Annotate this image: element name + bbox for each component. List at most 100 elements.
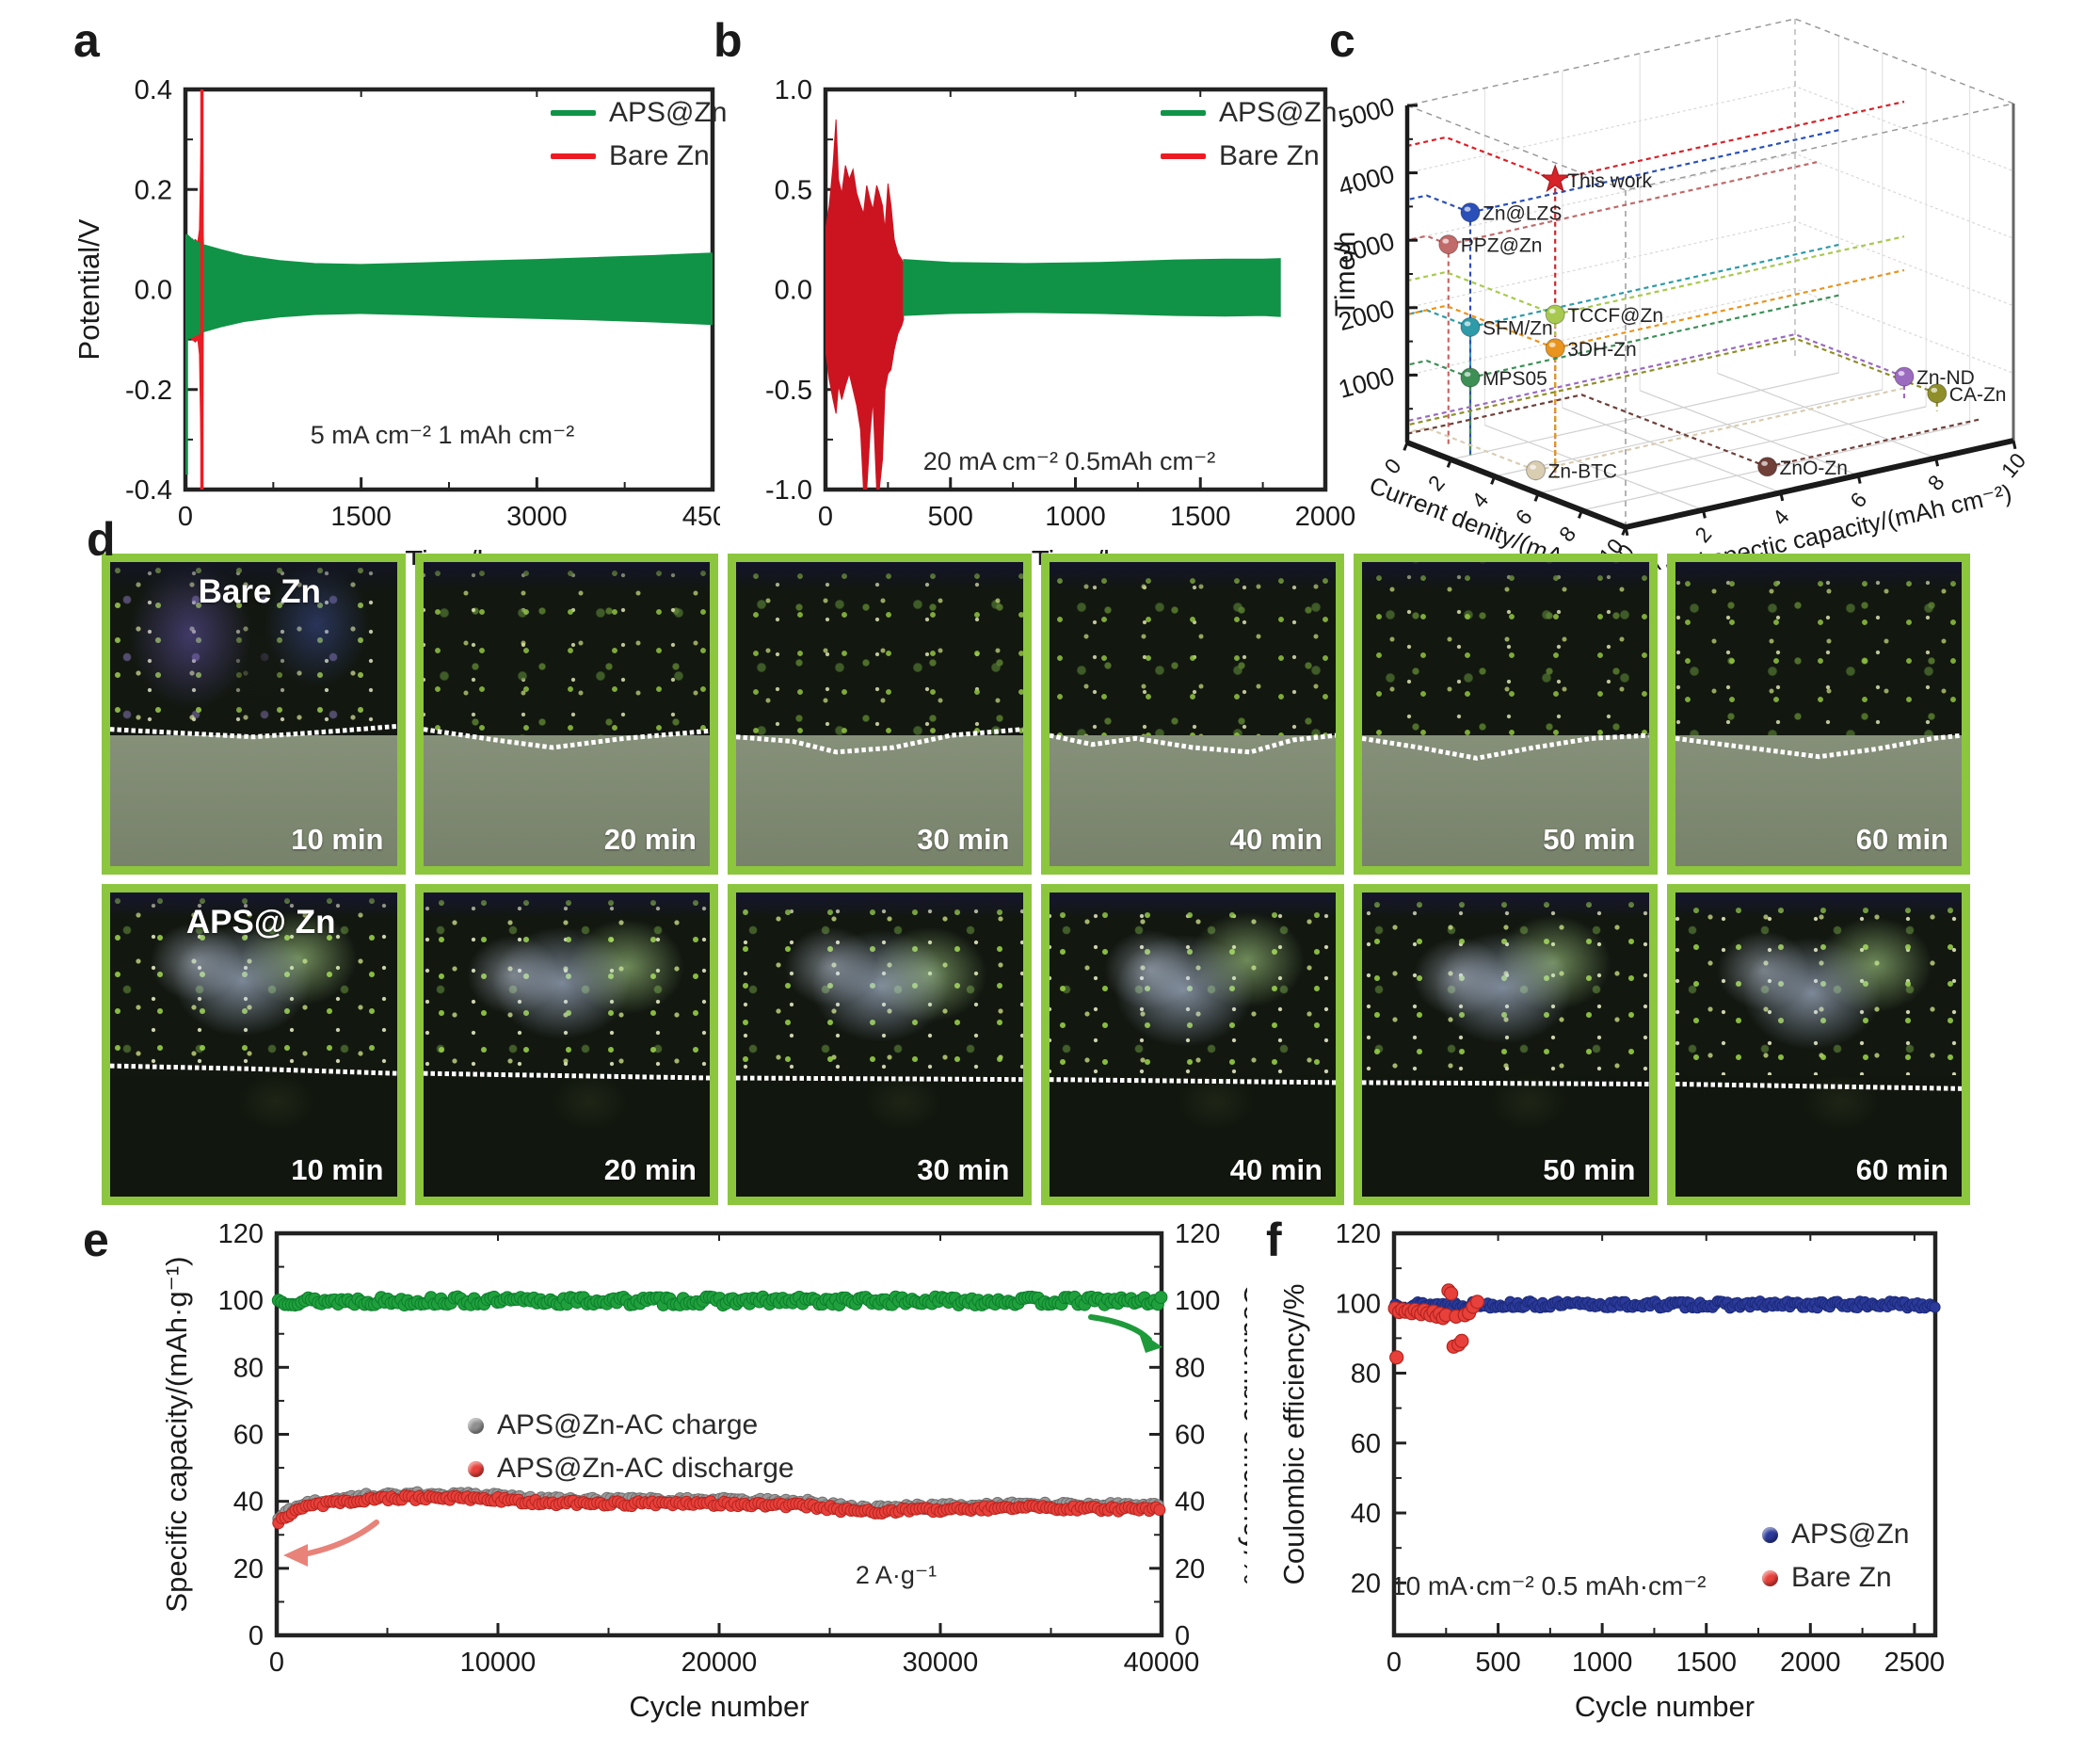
zinc-electrode-texture [1049,893,1336,1075]
microscopy-frame: 30 min [728,884,1032,1205]
microscopy-frame: 10 min Bare Zn [102,554,406,875]
electrolyte-region [423,735,710,866]
panel-label-b: b [713,14,743,67]
data-point-sphere [1460,367,1481,388]
aps-zn-line-swatch [1161,110,1206,116]
microscopy-frame: 60 min [1666,884,1970,1205]
panel-label-c: c [1329,14,1355,67]
svg-text:MPS05: MPS05 [1483,368,1547,390]
data-point-sphere [1460,316,1481,337]
data-point-sphere [1438,234,1459,255]
svg-text:60: 60 [1175,1421,1205,1451]
svg-text:500: 500 [1475,1648,1520,1678]
panel-e-legend: APS@Zn-AC charge APS@Zn-AC discharge [468,1409,794,1485]
zinc-electrode-texture [423,893,710,1075]
legend-label: Bare Zn [1791,1562,1892,1593]
interface-dashed-line [1675,893,1963,1197]
svg-text:20: 20 [1175,1554,1205,1584]
bare-zn-dot-swatch [1762,1569,1778,1586]
microscopy-frame: 20 min [414,554,718,875]
time-label: 30 min [917,823,1010,856]
time-label: 60 min [1855,1153,1948,1186]
electrolyte-region [1362,735,1649,866]
svg-text:-0.5: -0.5 [765,376,812,406]
svg-text:80: 80 [233,1353,264,1383]
svg-text:-0.2: -0.2 [125,376,172,406]
panel-e-current-rate: 2 A·g⁻¹ [855,1561,938,1589]
interface-dashed-line [110,893,397,1197]
legend-label: APS@Zn [609,97,728,128]
interface-dashed-line [1362,562,1649,866]
svg-text:2000: 2000 [1780,1648,1841,1678]
time-label: 40 min [1229,823,1323,856]
svg-text:This work: This work [1567,170,1652,192]
zinc-electrode-texture [1675,562,1962,736]
electrolyte-region [110,735,397,866]
electrode-type-label: Bare Zn [198,573,321,610]
data-point-sphere [1526,460,1547,481]
legend-label: APS@Zn [1791,1519,1910,1550]
legend-label: APS@Zn-AC discharge [497,1453,794,1484]
zinc-electrode-texture [1362,893,1649,1075]
svg-text:Cycle number: Cycle number [629,1690,809,1723]
legend-item: APS@Zn [1161,97,1338,129]
electrolyte-region [423,1074,710,1197]
bare-zn-line-swatch [551,153,596,159]
svg-text:Zn@LZS: Zn@LZS [1483,203,1562,225]
svg-text:0.4: 0.4 [135,75,172,105]
svg-text:0: 0 [178,502,193,532]
panel-label-e: e [83,1214,109,1266]
svg-text:0.0: 0.0 [135,276,172,306]
svg-text:Potential/V: Potential/V [744,218,745,360]
svg-text:20: 20 [1351,1568,1381,1599]
discharge-dot-swatch [468,1460,484,1477]
svg-text:1500: 1500 [1170,502,1231,532]
interface-dashed-line [1050,562,1337,866]
microscopy-row-bare-zn: 10 min Bare Zn 20 min 30 min 40 min 50 min 60 … [102,554,1970,875]
svg-text:20: 20 [233,1554,264,1584]
microscopy-row-aps-zn: 10 min APS@ Zn 20 min 30 min 40 min 50 min 60 … [102,884,1970,1205]
svg-text:8: 8 [1923,470,1949,495]
time-label: 60 min [1855,823,1948,856]
svg-text:0: 0 [269,1648,284,1678]
microscopy-frame: 40 min [1040,884,1344,1205]
svg-text:Cycle number: Cycle number [1575,1690,1755,1723]
svg-text:100: 100 [1336,1289,1381,1319]
panel-f-test-condition: 10 mA·cm⁻² 0.5 mAh·cm⁻² [1391,1571,1707,1600]
legend-item: APS@Zn-AC discharge [468,1453,794,1485]
interface-dashed-line [1362,893,1649,1197]
electrolyte-region [110,1074,397,1197]
microscopy-frame: 60 min [1666,554,1970,875]
time-label: 20 min [603,1153,697,1186]
zinc-electrode-texture [1049,562,1336,736]
aps-zn-dot-swatch [1762,1526,1778,1543]
zinc-electrode-texture [110,562,397,736]
electrolyte-region [736,1074,1023,1197]
svg-text:1000: 1000 [1045,502,1106,532]
interface-dashed-line [424,562,711,866]
legend-item: Bare Zn [551,140,728,172]
zinc-electrode-texture [423,562,710,736]
svg-text:500: 500 [928,502,973,532]
svg-text:Potential/V: Potential/V [72,218,105,360]
svg-text:0.0: 0.0 [775,276,812,306]
legend-item: APS@Zn [1762,1519,1910,1551]
zinc-electrode-texture [110,893,397,1075]
svg-text:3DH-Zn: 3DH-Zn [1567,339,1637,361]
svg-text:0: 0 [1387,1648,1402,1678]
microscopy-frame: 50 min [1354,884,1658,1205]
svg-text:0.5: 0.5 [775,175,812,205]
svg-text:40: 40 [233,1488,264,1518]
svg-text:1500: 1500 [1675,1648,1737,1678]
time-label: 10 min [291,1153,384,1186]
data-point-sphere [1894,366,1915,387]
this-work-star-marker [1540,164,1570,193]
panel-a-test-condition: 5 mA cm⁻² 1 mAh cm⁻² [310,421,575,449]
legend-item: Bare Zn [1161,140,1338,172]
svg-text:Time/h: Time/h [1330,232,1361,317]
svg-text:10: 10 [1996,448,2030,482]
svg-text:2: 2 [1690,523,1716,548]
